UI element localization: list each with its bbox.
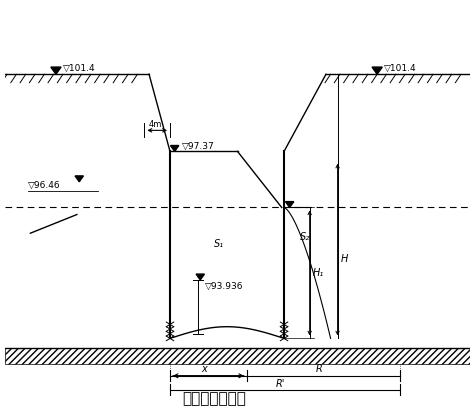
Text: 4m: 4m: [149, 120, 162, 129]
Text: ▽101.4: ▽101.4: [63, 63, 95, 73]
Text: S₁: S₁: [214, 239, 224, 249]
Text: ▽93.936: ▽93.936: [205, 281, 243, 290]
Text: ▽96.46: ▽96.46: [28, 181, 61, 190]
Text: ▽101.4: ▽101.4: [384, 63, 417, 73]
Polygon shape: [196, 274, 204, 280]
Polygon shape: [171, 146, 179, 151]
Text: R: R: [315, 364, 323, 374]
Polygon shape: [372, 67, 382, 74]
Text: ▽97.37: ▽97.37: [181, 142, 214, 151]
Text: R': R': [276, 378, 285, 388]
Text: x: x: [201, 364, 207, 374]
Polygon shape: [51, 67, 61, 74]
Text: S₂: S₂: [300, 232, 311, 242]
Bar: [5, 348, 470, 364]
Polygon shape: [285, 202, 294, 208]
Polygon shape: [75, 176, 84, 182]
Text: 涌水量计算简图: 涌水量计算简图: [182, 391, 246, 406]
Text: H₁: H₁: [313, 268, 324, 278]
Text: H: H: [341, 254, 348, 264]
